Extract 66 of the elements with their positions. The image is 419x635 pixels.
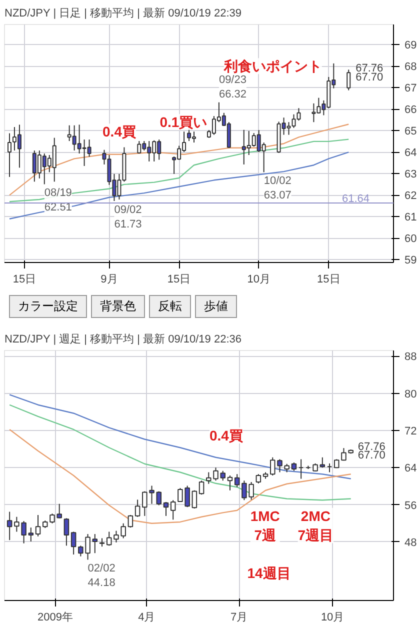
candlestick [198, 480, 204, 496]
chart-title: NZD/JPY | 日足 | 移動平均 | 最新 09/10/19 22:39 [4, 6, 242, 20]
candlestick [346, 69, 351, 91]
text: 反転 [149, 295, 191, 318]
line-series [8, 428, 352, 524]
y-tick-label: 67 [404, 82, 417, 95]
x-tick-label: 10月 [320, 612, 344, 624]
annotation: 14週目 [247, 565, 291, 581]
candlestick [170, 500, 176, 520]
candlestick [64, 518, 70, 546]
x-tick-label: 4月 [138, 612, 156, 624]
candlestick [6, 511, 12, 541]
annotation: 2MC 7週目 [298, 508, 334, 544]
annotation: 02/02 44.18 [88, 562, 116, 590]
x-tick-label: 15日 [12, 274, 36, 286]
annotation: 0.4買 [210, 428, 243, 444]
y-tick-label: 56 [404, 500, 417, 512]
y-tick-label: 80 [404, 388, 417, 400]
candlestick [227, 475, 233, 491]
line-series [8, 394, 352, 480]
candlestick [128, 514, 134, 528]
candlestick [163, 501, 169, 516]
candlestick [106, 531, 112, 546]
x-tick-label: 10月 [247, 274, 270, 286]
candlestick [192, 490, 198, 509]
candlestick [92, 534, 98, 554]
annotation: 0.4買 [102, 124, 136, 140]
y-tick-label: 64 [404, 147, 417, 160]
candlestick [35, 514, 41, 537]
y-tick-label: 88 [404, 351, 417, 364]
y-tick-label: 65 [404, 126, 417, 138]
candlestick [70, 531, 76, 555]
text: カラー設定 [9, 295, 87, 318]
y-tick-label: 68 [404, 61, 417, 74]
y-tick-label: 62 [404, 190, 417, 202]
candlestick [234, 474, 240, 488]
ref-line-label: 61.64 [342, 192, 370, 205]
y-tick-label: 61 [404, 212, 417, 224]
x-tick-label: 2009年 [38, 612, 74, 624]
y-tick-label: 59 [404, 254, 417, 267]
candlestick [7, 132, 12, 178]
candlestick [134, 499, 140, 518]
y-tick-label: 72 [404, 425, 417, 438]
annotation: 67.70 [356, 72, 384, 84]
annotation: 利食いポイント [222, 58, 322, 74]
annotation: 0.1買い [160, 114, 208, 130]
x-tick-label: 7月 [230, 612, 248, 624]
annotation: 1MC 7週 [250, 508, 280, 544]
x-tick-label: 15日 [167, 274, 191, 286]
annotation: 10/02 63.07 [264, 175, 292, 202]
chart-title: NZD/JPY | 週足 | 移動平均 | 最新 09/10/19 22:36 [4, 332, 242, 346]
annotation: 09/23 66.32 [218, 74, 246, 100]
line-series [8, 404, 352, 501]
x-tick-label: 9月 [100, 274, 118, 286]
y-tick-label: 66 [404, 104, 417, 116]
y-tick-label: 69 [404, 40, 417, 52]
text: 歩値 [195, 295, 237, 318]
x-tick-label: 15日 [317, 274, 340, 286]
y-tick-label: 48 [404, 536, 417, 549]
candlestick [256, 474, 262, 484]
y-tick-label: 63 [404, 168, 417, 181]
candlestick [28, 527, 34, 542]
y-tick-label: 60 [404, 233, 417, 246]
annotation: 09/02 61.73 [114, 204, 142, 230]
text: 背景色 [91, 295, 145, 318]
y-tick-label: 64 [404, 462, 417, 475]
